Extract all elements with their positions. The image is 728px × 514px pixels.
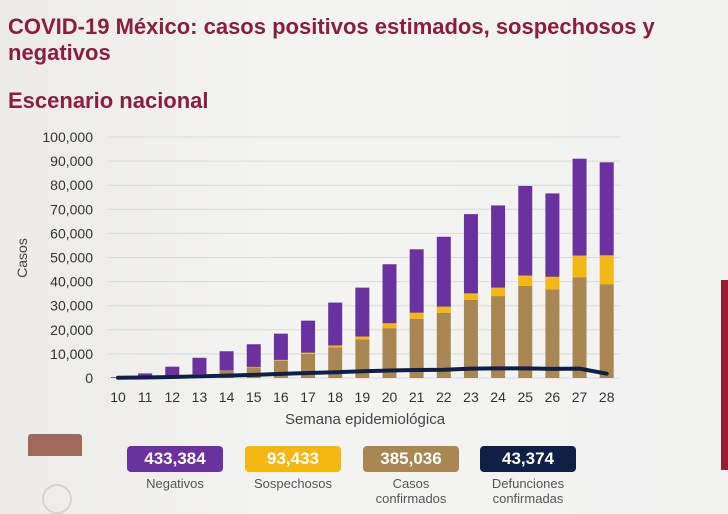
bar-negativos [545,193,559,276]
bar-negativos [464,214,478,293]
bar-casos-confirmados [464,300,478,378]
y-tick-label: 70,000 [50,201,93,217]
bar-negativos [491,205,505,287]
bar-negativos [192,358,206,375]
bar-sospechosos [545,277,559,290]
x-tick-label: 13 [192,389,208,405]
x-tick-label: 15 [246,389,262,405]
bar-negativos [274,334,288,360]
y-tick-label: 60,000 [50,225,93,241]
y-tick-label: 90,000 [50,153,93,169]
bar-negativos [437,237,451,307]
bar-negativos [328,303,342,346]
bar-negativos [247,344,261,367]
label-confirmados: Casos confirmados [371,476,451,506]
y-tick-label: 50,000 [50,250,93,266]
y-tick-label: 20,000 [50,322,93,338]
x-tick-label: 20 [382,389,398,405]
bar-sospechosos [573,256,587,278]
bar-negativos [518,186,532,276]
y-axis-label: Casos [14,238,30,278]
seal-icon [42,484,72,514]
x-tick-label: 14 [219,389,235,405]
bar-negativos [410,249,424,312]
x-tick-label: 11 [138,389,153,405]
bar-sospechosos [383,323,397,328]
x-tick-label: 16 [273,389,289,405]
y-tick-label: 10,000 [50,346,93,362]
x-tick-label: 27 [572,389,588,405]
y-tick-label: 30,000 [50,298,93,314]
bar-negativos [301,321,315,353]
x-tick-label: 19 [355,389,371,405]
bar-negativos [600,162,614,255]
x-tick-label: 21 [409,389,425,405]
bar-casos-confirmados [573,277,587,378]
bar-sospechosos [600,255,614,284]
x-tick-label: 23 [463,389,479,405]
bar-sospechosos [274,360,288,361]
total-sospechosos: 93,433 [245,446,341,472]
x-tick-label: 18 [327,389,343,405]
label-negativos: Negativos [115,476,235,491]
bar-sospechosos [491,288,505,296]
bar-negativos [220,351,234,370]
bar-sospechosos [464,293,478,300]
x-tick-label: 12 [165,389,181,405]
bar-negativos [573,159,587,256]
bar-sospechosos [518,276,532,286]
bar-casos-confirmados [491,296,505,378]
bar-sospechosos [301,353,315,354]
x-tick-label: 17 [300,389,316,405]
total-defunciones: 43,374 [480,446,576,472]
x-tick-label: 10 [110,389,126,405]
y-tick-label: 0 [85,370,93,386]
bar-negativos [355,288,369,337]
stacked-bar-chart: Casos Semana epidemiológica 0 10,000 20,00… [0,0,728,440]
label-defunciones: Defunciones confirmadas [483,476,573,506]
y-tick-label: 80,000 [50,177,93,193]
legend-negativos: 433,384 Negativos [115,446,235,491]
x-tick-label: 22 [436,389,452,405]
total-confirmados: 385,036 [363,446,459,472]
label-sospechosos: Sospechosos [233,476,353,491]
side-accent [721,280,728,470]
government-logo [28,434,82,456]
bar-casos-confirmados [600,284,614,378]
bar-sospechosos [355,337,369,340]
x-tick-label: 26 [545,389,561,405]
x-tick-label: 25 [517,389,533,405]
x-axis-label: Semana epidemiológica [285,411,446,428]
legend-sospechosos: 93,433 Sospechosos [233,446,353,491]
x-tick-label: 24 [490,389,506,405]
x-tick-label: 28 [599,389,615,405]
bar-sospechosos [410,313,424,319]
legend-defunciones: 43,374 Defunciones confirmadas [468,446,588,506]
y-tick-label: 40,000 [50,274,93,290]
legend-confirmados: 385,036 Casos confirmados [351,446,471,506]
bar-casos-confirmados [518,286,532,378]
bar-negativos [383,264,397,323]
bar-sospechosos [328,345,342,347]
bar-sospechosos [437,307,451,313]
total-negativos: 433,384 [127,446,223,472]
y-tick-label: 100,000 [42,129,93,145]
bar-casos-confirmados [545,289,559,378]
